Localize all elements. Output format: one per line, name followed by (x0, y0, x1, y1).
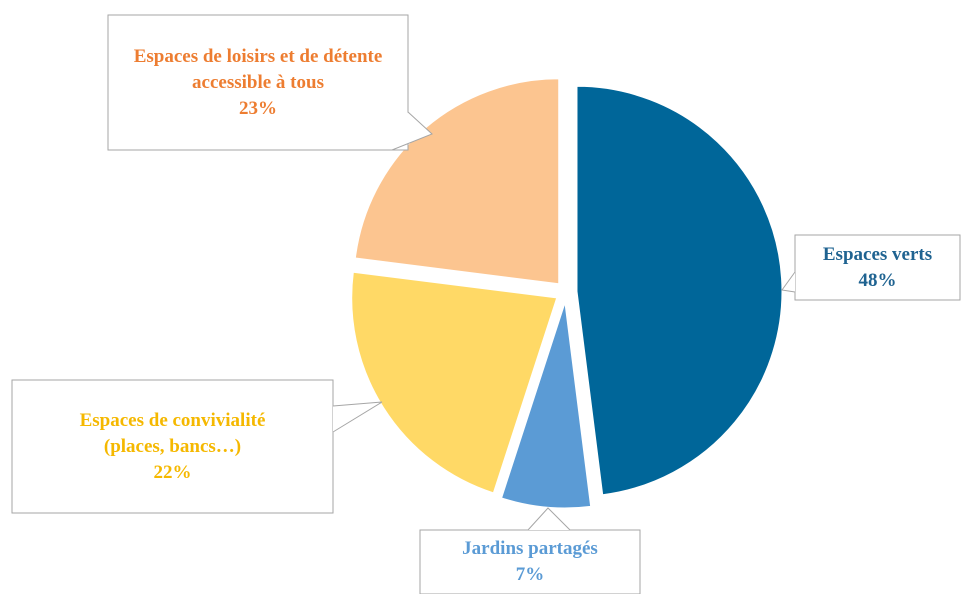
data-label: Espaces de loisirs et de détente accessi… (117, 44, 399, 122)
callout-pointer (392, 112, 432, 150)
value-label: 48% (858, 269, 897, 291)
callout-box (419, 529, 641, 594)
category-label: Espaces de convivialité (places, bancs…) (79, 409, 266, 457)
data-label: Espaces verts 48% (798, 242, 958, 294)
value-label: 22% (153, 461, 192, 483)
value-label: 23% (239, 97, 277, 119)
data-label: Jardins partagés 7% (430, 536, 630, 588)
callout-pointer-line (332, 401, 383, 433)
callout-pointer-line (391, 111, 433, 151)
data-label: Espaces de convivialité (places, bancs…)… (50, 408, 295, 486)
callout-box (11, 379, 334, 514)
pie-slice (351, 271, 558, 494)
callout-pointer-line (527, 507, 571, 531)
pie-slice (576, 85, 783, 496)
callout-box (107, 14, 409, 151)
callout-box (794, 234, 961, 301)
pie-slice (500, 302, 592, 509)
category-label: Jardins partagés (462, 538, 598, 559)
category-label: Espaces verts (822, 243, 933, 265)
callout-pointer-line (781, 271, 796, 293)
value-label: 7% (515, 564, 545, 585)
category-label: Espaces de loisirs et de détente accessi… (133, 45, 383, 93)
callout-pointer (528, 508, 570, 530)
